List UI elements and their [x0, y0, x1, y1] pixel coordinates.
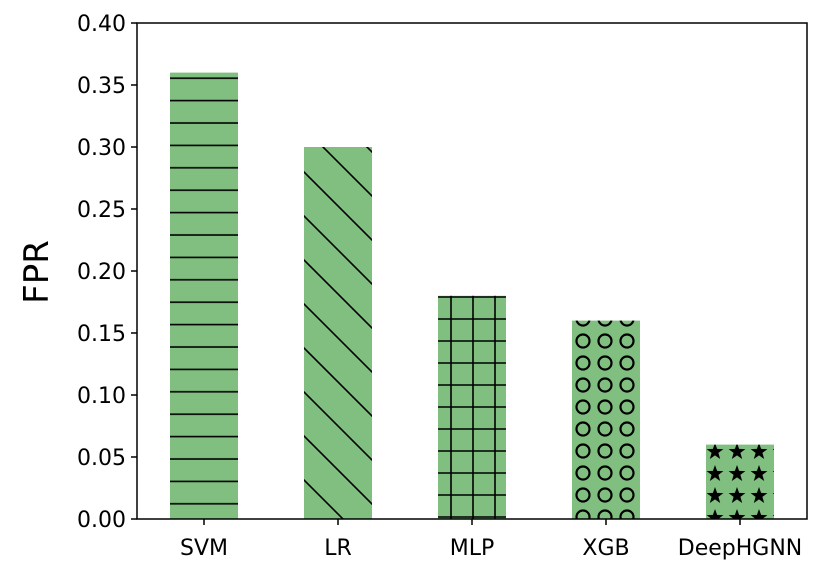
- bar-hatch-xgb: [572, 320, 640, 519]
- y-axis-title: FPR: [17, 240, 57, 304]
- x-tick-label-lr: LR: [324, 536, 352, 561]
- bar-hatch-lr: [304, 147, 372, 519]
- y-tick-label: 0.25: [77, 198, 126, 223]
- y-tick-label: 0.35: [77, 74, 126, 99]
- bar-hatch-deephgnn: [706, 444, 774, 519]
- y-tick-label: 0.15: [77, 322, 126, 347]
- y-tick-label: 0.10: [77, 384, 126, 409]
- bar-hatch-svm: [170, 72, 238, 519]
- plot-frame: [136, 22, 808, 520]
- bar-hatch-mlp: [438, 295, 506, 519]
- y-tick-label: 0.05: [77, 446, 126, 471]
- bars-layer: [170, 72, 774, 519]
- x-tick-label-xgb: XGB: [582, 536, 629, 561]
- x-tick-label-svm: SVM: [180, 536, 228, 561]
- y-tick-label: 0.00: [77, 508, 126, 533]
- y-tick-label: 0.20: [77, 260, 126, 285]
- y-tick-label: 0.40: [77, 12, 126, 37]
- y-tick-label: 0.30: [77, 136, 126, 161]
- x-tick-label-mlp: MLP: [450, 536, 495, 561]
- axes-layer: SVM LR MLP XGB DeepHGNN 0.00 0.05 0.10 0.15 0.20 0…: [77, 12, 808, 561]
- x-tick-label-deephgnn: DeepHGNN: [678, 536, 802, 561]
